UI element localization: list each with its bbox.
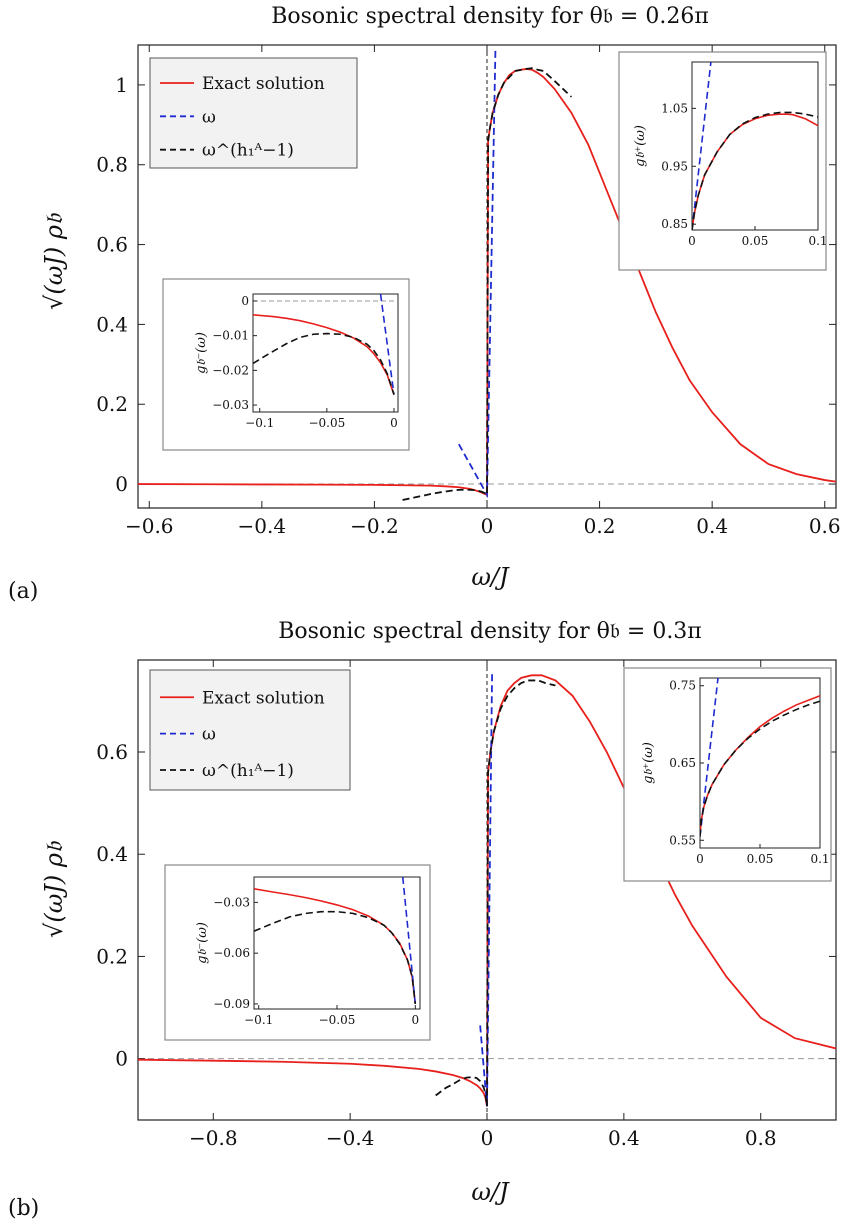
negative-inset: −0.1 −0.05 0 0 −0.01 −0.02 −0.03 g𝔟⁻(ω)	[194, 293, 399, 430]
legend: Exact solution ω ω^(h₁ᴬ−1)	[149, 669, 351, 791]
main-series-1	[458, 48, 497, 499]
x-tick-label: −0.4	[326, 1126, 375, 1150]
y-tick-label: 0	[115, 472, 128, 496]
inset-x-tick-label: −0.05	[308, 416, 345, 430]
legend-label: ω	[202, 107, 216, 127]
inset-series-1	[379, 294, 395, 395]
x-tick-label: 0	[481, 1126, 494, 1150]
legend-label: Exact solution	[202, 688, 325, 708]
inset-y-tick-label: −0.01	[212, 329, 249, 343]
positive-inset: 0 0.05 0.1 0.55 0.65 0.75 g𝔟⁺(ω)	[641, 677, 830, 866]
inset-x-tick-label: −0.1	[244, 1013, 273, 1027]
inset-x-tick-label: −0.1	[245, 416, 274, 430]
main-series-1	[479, 670, 494, 1107]
main-series-2	[435, 679, 556, 1107]
inset-series-2	[253, 332, 395, 395]
y-tick-label: 0.2	[96, 392, 128, 416]
chart-title: Bosonic spectral density for θ𝔟 = 0.3π	[278, 619, 702, 644]
inset-y-tick-label: 0.95	[661, 159, 688, 173]
inset-x-tick-label: 0	[411, 1013, 419, 1027]
inset-x-tick-label: 0	[390, 416, 398, 430]
x-axis-label: ω/J	[471, 563, 510, 591]
negative-inset: −0.1 −0.05 0 −0.03 −0.06 −0.09 g𝔟⁻(ω)	[195, 876, 421, 1027]
x-tick-label: 0.4	[608, 1126, 640, 1150]
inset-series-2	[700, 700, 820, 837]
x-tick-label: −0.6	[125, 514, 174, 538]
inset-y-tick-label: 0.65	[669, 756, 696, 770]
x-tick-label: 0.2	[584, 514, 616, 538]
legend-label: ω^(h₁ᴬ−1)	[202, 141, 294, 161]
inset-series-0	[254, 888, 417, 1005]
legend-label: ω	[202, 725, 216, 745]
y-tick-label: 1	[115, 73, 128, 97]
inset-y-axis-label: g𝔟⁻(ω)	[194, 332, 209, 374]
y-tick-label: 0.4	[96, 842, 128, 866]
inset-x-tick-label: 0.05	[747, 852, 774, 866]
inset-y-axis-label: g𝔟⁺(ω)	[641, 742, 656, 784]
y-axis-label: √(ωJ) ρ𝔟	[40, 840, 68, 938]
x-tick-label: 0.6	[809, 514, 841, 538]
y-tick-label: 0.6	[96, 233, 128, 257]
inset-y-tick-label: 0.75	[669, 679, 696, 693]
panel-label: (a)	[8, 579, 38, 604]
inset-x-tick-label: −0.05	[319, 1013, 356, 1027]
legend-label: Exact solution	[202, 74, 325, 94]
inset-y-axis-label: g𝔟⁻(ω)	[195, 922, 210, 964]
chart-panel-a: Bosonic spectral density for θ𝔟 = 0.26π (…	[8, 4, 841, 604]
legend: Exact solution ω ω^(h₁ᴬ−1)	[149, 57, 358, 169]
inset-y-tick-label: −0.06	[213, 946, 250, 960]
x-tick-label: 0.8	[745, 1126, 777, 1150]
y-tick-label: 0.4	[96, 312, 128, 336]
inset-series-2	[254, 910, 417, 1005]
x-tick-label: −0.2	[350, 514, 399, 538]
inset-y-tick-label: −0.03	[213, 895, 250, 909]
chart-panel-b: Bosonic spectral density for θ𝔟 = 0.3π (b…	[8, 619, 837, 1221]
inset-y-axis-label: g𝔟⁺(ω)	[633, 125, 648, 167]
y-tick-label: 0.6	[96, 740, 128, 764]
inset-x-tick-label: 0.1	[810, 852, 829, 866]
inset-axes-frame	[691, 61, 819, 231]
inset-y-tick-label: −0.09	[213, 997, 250, 1011]
y-axis-label: √(ωJ) ρ𝔟	[40, 212, 68, 310]
inset-y-tick-label: 0	[241, 294, 249, 308]
inset-x-tick-label: 0.1	[808, 234, 827, 248]
legend-label: ω^(h₁ᴬ−1)	[202, 761, 294, 781]
x-tick-label: −0.8	[189, 1126, 238, 1150]
chart-title: Bosonic spectral density for θ𝔟 = 0.26π	[271, 4, 709, 29]
panel-label: (b)	[8, 1196, 39, 1221]
positive-inset: 0 0.05 0.1 0.85 0.95 1.05 g𝔟⁺(ω)	[633, 61, 828, 248]
main-series-2	[402, 67, 573, 501]
inset-x-tick-label: 0	[688, 234, 696, 248]
y-tick-label: 0	[115, 1047, 128, 1071]
x-axis-label: ω/J	[471, 1178, 510, 1206]
inset-y-tick-label: 1.05	[661, 101, 688, 115]
inset-series-2	[692, 111, 818, 230]
inset-y-tick-label: −0.03	[212, 398, 249, 412]
inset-y-tick-label: 0.85	[661, 217, 688, 231]
inset-x-tick-label: 0	[696, 852, 704, 866]
inset-x-tick-label: 0.05	[742, 234, 769, 248]
x-tick-label: −0.4	[238, 514, 287, 538]
inset-y-tick-label: −0.02	[212, 363, 249, 377]
inset-y-tick-label: 0.55	[669, 833, 696, 847]
inset-axes-frame	[253, 876, 421, 1010]
inset-series-1	[692, 62, 712, 230]
x-tick-label: 0	[481, 514, 494, 538]
x-tick-label: 0.4	[696, 514, 728, 538]
inset-axes-frame	[699, 677, 821, 849]
y-tick-label: 0.2	[96, 944, 128, 968]
y-tick-label: 0.8	[96, 153, 128, 177]
